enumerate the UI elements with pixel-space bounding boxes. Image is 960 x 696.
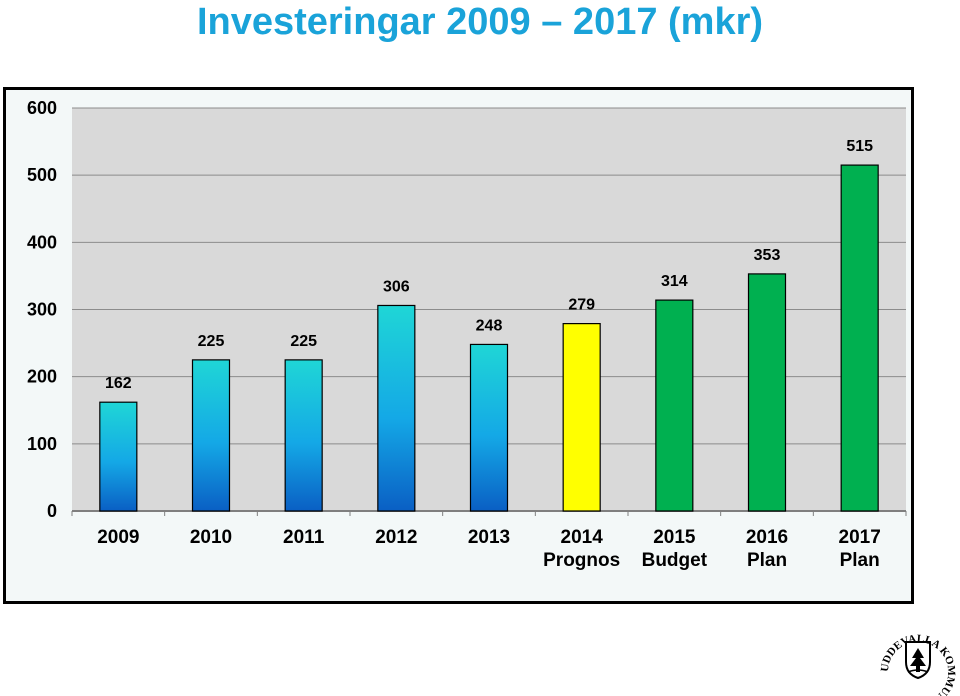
x-tick-label: 2012: [375, 527, 417, 548]
x-tick-label: Budget: [642, 550, 708, 571]
x-tick-label: 2015: [653, 527, 696, 548]
coat-of-arms-icon: [905, 641, 931, 680]
bar-2009: [99, 401, 138, 512]
bar-2011: [284, 359, 323, 512]
y-tick-label: 400: [27, 232, 57, 252]
y-tick-label: 100: [27, 434, 57, 454]
data-label: 279: [568, 297, 595, 314]
bar-2014: [562, 323, 601, 512]
bar-2010: [191, 359, 231, 512]
data-label: 515: [846, 138, 873, 155]
x-tick-label: Plan: [840, 550, 880, 571]
bar-2015: [655, 299, 694, 512]
x-tick-label: 2013: [468, 527, 510, 548]
data-label: 248: [476, 317, 503, 334]
x-tick-label: 2010: [190, 527, 232, 548]
data-label: 162: [105, 375, 132, 392]
bar-2016: [747, 273, 787, 512]
x-tick-label: Plan: [747, 550, 787, 571]
data-label: 225: [198, 333, 225, 350]
y-tick-label: 300: [27, 300, 57, 320]
data-label: 306: [383, 278, 410, 295]
x-tick-label: 2011: [283, 527, 325, 548]
bar-chart: 0 100 200 300 400 500 600 162 2009 225 2010 225 2011…: [27, 98, 907, 571]
x-tick-label: 2009: [97, 527, 139, 548]
bar-2017: [840, 164, 879, 512]
chart-title: Investeringar 2009 – 2017 (mkr): [196, 1, 764, 43]
y-tick-label: 500: [27, 165, 57, 185]
data-label: 225: [290, 333, 317, 350]
y-tick-label: 200: [27, 367, 57, 387]
x-tick-label: 2014: [561, 527, 604, 548]
x-tick-label: 2016: [746, 527, 788, 548]
bar-2013: [469, 343, 509, 512]
uddevalla-logo: UDDEVALLA KOMMUN: [879, 633, 957, 696]
data-label: 353: [754, 247, 781, 264]
x-tick-label: 2017: [839, 527, 881, 548]
y-tick-label: 0: [47, 501, 57, 521]
y-tick-label: 600: [27, 98, 57, 118]
data-label: 314: [661, 273, 688, 290]
bar-2012: [377, 304, 416, 512]
x-tick-label: Prognos: [543, 550, 620, 571]
